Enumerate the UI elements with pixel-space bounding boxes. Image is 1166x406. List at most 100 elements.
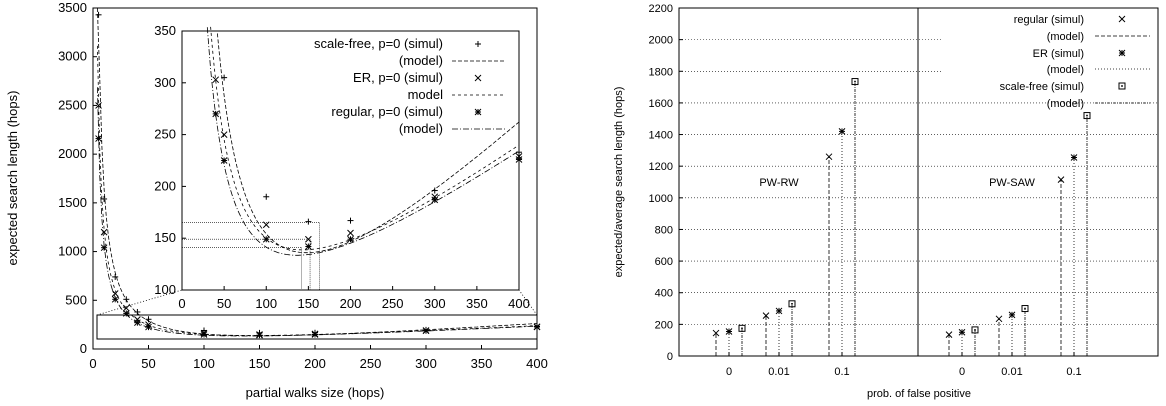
left-legend-label: scale-free, p=0 (simul) — [314, 36, 443, 51]
right-y-tick-label: 0 — [667, 351, 673, 363]
right-legend-marker-d2 — [1118, 49, 1126, 57]
right-y-tick-label: 1400 — [649, 130, 673, 142]
inset-x-tick-label: 250 — [382, 296, 404, 311]
left-y-tick-label: 2500 — [58, 97, 87, 112]
panel-label-pw-saw: PW-SAW — [989, 177, 1035, 189]
right-bar-marker-d2 — [725, 328, 733, 335]
right-bar-marker-box — [1021, 305, 1029, 313]
left-y-tick-label: 3000 — [58, 49, 87, 64]
right-legend: regular (simul) (model) ER (simul) (model) s… — [1000, 14, 1150, 110]
left-y-tick-label: 0 — [80, 341, 87, 356]
right-legend-label: ER (simul) — [1033, 48, 1084, 60]
right-legend-marker — [1118, 82, 1126, 90]
left-data-point — [422, 327, 430, 335]
left-data-point — [145, 316, 152, 323]
left-data-point — [100, 244, 108, 252]
left-y-tick-label: 500 — [65, 292, 87, 307]
right-y-tick-label: 1200 — [649, 161, 673, 173]
left-legend-marker-d2 — [474, 108, 482, 116]
left-x-tick-label: 150 — [249, 356, 271, 371]
right-x-tick-label: 0 — [726, 366, 732, 378]
inset-data-point — [305, 235, 312, 243]
inset-data-point-d2 — [262, 235, 270, 243]
right-bar-marker-box — [971, 326, 979, 334]
left-data-point — [200, 331, 208, 338]
right-legend-marker — [1118, 49, 1126, 57]
inset-model-curve — [217, 33, 520, 254]
left-legend-label: model — [408, 87, 444, 102]
inset-data-point — [305, 243, 312, 250]
inset-x-tick-label: 350 — [466, 296, 488, 311]
inset-data-point — [212, 76, 220, 84]
left-data-point-d2 — [145, 323, 152, 331]
inset-data-points — [212, 74, 523, 250]
left-x-tick-label: 200 — [304, 356, 326, 371]
right-bar-marker — [995, 315, 1003, 323]
right-x-tick-label: 0 — [959, 366, 965, 378]
inset-data-point-d2 — [515, 153, 523, 160]
left-axes: 0 50 100 150 200 250 300 350 4000500100015002000… — [58, 0, 548, 371]
right-bar-marker — [945, 331, 953, 338]
inset-data-point — [262, 235, 270, 243]
inset-model-curve — [210, 26, 520, 251]
inset-x-tick-label: 100 — [255, 296, 277, 311]
inset-data-point-d2 — [347, 229, 354, 237]
right-x-tick-label: 0.1 — [834, 366, 849, 378]
inset-data-point-d2 — [212, 110, 220, 118]
left-legend: scale-free, p=0 (simul) (model) ER, p=0 (s… — [314, 36, 505, 136]
right-bar-marker-d2 — [958, 328, 966, 336]
inset-x-tick-label: 50 — [217, 296, 231, 311]
inset-data-point — [221, 74, 228, 81]
inset-data-point-d2 — [212, 76, 220, 84]
inset-data-point-d2 — [220, 157, 228, 164]
left-model-curves — [97, 7, 538, 337]
right-bar-marker — [851, 78, 859, 86]
right-y-tick-label: 400 — [655, 288, 673, 300]
right-bar-marker-box — [851, 78, 859, 86]
inset-data-point — [431, 196, 439, 204]
inset-data-point — [516, 149, 522, 156]
inset-y-tick-label: 350 — [154, 23, 176, 38]
right-bar-marker — [738, 324, 746, 332]
inset-model-curve — [206, 27, 520, 256]
right-bar-marker — [1070, 154, 1078, 161]
left-legend-marker — [475, 41, 481, 47]
inset-data-point — [220, 157, 228, 164]
right-bar-marker-dot — [1024, 307, 1026, 310]
left-data-point-d2 — [111, 295, 119, 303]
inset-x-tick-label: 200 — [340, 296, 362, 311]
left-y-tick-label: 3500 — [58, 0, 87, 15]
right-bar-marker — [775, 307, 783, 315]
left-data-point-d2 — [200, 331, 208, 338]
left-legend-marker-d2 — [474, 74, 482, 82]
inset-x-tick-label: 150 — [298, 296, 320, 311]
right-bar-marker-box — [788, 300, 796, 308]
right-bar-marker-box — [738, 324, 746, 332]
inset-model-curves — [206, 26, 520, 256]
right-bar-marker — [1057, 176, 1065, 183]
left-data-point — [134, 319, 141, 327]
right-y-tick-label: 200 — [655, 319, 673, 331]
left-data-point — [95, 102, 102, 109]
left-data-point — [123, 296, 130, 303]
right-legend-marker — [1118, 15, 1126, 23]
left-data-point-d2 — [422, 327, 430, 335]
right-bar-marker-d2 — [712, 329, 720, 337]
right-bar-marker — [958, 328, 966, 336]
right-bar-marker — [762, 312, 770, 320]
zoom-region-box — [96, 314, 538, 340]
right-y-tick-label: 800 — [655, 224, 673, 236]
inset-data-point — [212, 110, 220, 118]
panel-label-pw-rw: PW-RW — [759, 177, 799, 189]
left-data-point — [134, 308, 141, 315]
right-bar-marker — [788, 300, 796, 308]
right-legend-label: (model) — [1047, 31, 1084, 43]
left-legend-label: (model) — [399, 121, 443, 136]
inset-data-point — [347, 217, 354, 224]
left-data-point-d2 — [111, 290, 119, 297]
inset-data-point-d2 — [305, 235, 312, 243]
left-legend-label: regular, p=0 (simul) — [331, 104, 443, 119]
inset-data-point — [431, 193, 439, 201]
inset-data-point-d2 — [431, 193, 439, 201]
right-legend-marker-box — [1118, 82, 1126, 90]
